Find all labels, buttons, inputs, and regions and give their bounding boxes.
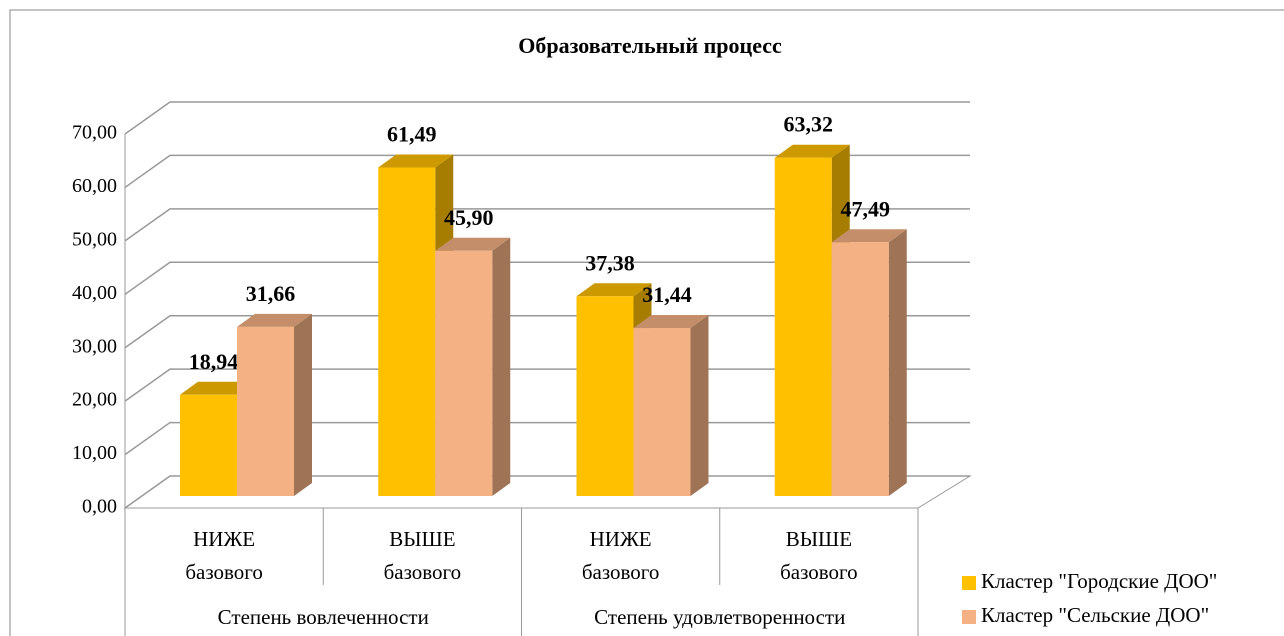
x-tick-label: НИЖЕ базового xyxy=(581,527,660,584)
y-tick-label: 70,00 xyxy=(72,122,117,144)
legend-label: Кластер "Городские ДОО" xyxy=(981,569,1217,593)
legend-swatch xyxy=(962,610,976,624)
data-label: 37,38 xyxy=(585,250,635,275)
data-label: 45,90 xyxy=(444,205,494,230)
bar-top xyxy=(774,144,850,158)
bar-top xyxy=(633,315,709,329)
bar xyxy=(378,167,436,496)
bar-side xyxy=(294,313,312,496)
legend-swatch xyxy=(962,576,976,590)
y-tick-label: 0,00 xyxy=(82,496,117,518)
grid-line xyxy=(124,154,970,189)
bar xyxy=(576,296,634,496)
chart-title: Образовательный процесс xyxy=(518,33,782,58)
bar-side xyxy=(888,229,907,497)
bar-side xyxy=(492,237,511,496)
bar-top xyxy=(237,313,312,327)
data-label: 63,32 xyxy=(784,112,834,137)
bar-side xyxy=(690,315,709,496)
y-tick-label: 40,00 xyxy=(72,282,117,304)
x-tick-label: НИЖЕ базового xyxy=(185,527,263,584)
bar-top xyxy=(831,229,907,243)
bar xyxy=(180,394,237,496)
bar xyxy=(435,250,493,496)
data-label: 47,49 xyxy=(841,196,891,221)
bar-top xyxy=(378,154,454,168)
y-tick-label: 30,00 xyxy=(72,335,117,357)
x-tick-label: ВЫШЕ базового xyxy=(383,527,462,584)
bar xyxy=(237,326,294,496)
data-label: 31,66 xyxy=(246,281,296,306)
grid-line xyxy=(124,261,970,295)
x-tick-label: ВЫШЕ базового xyxy=(780,527,858,584)
chart-border xyxy=(9,9,1284,636)
group-label: Степень удовлетворенности xyxy=(594,605,846,629)
bar-top xyxy=(576,283,652,297)
grid-line xyxy=(124,101,970,135)
y-tick-label: 50,00 xyxy=(72,228,117,250)
bar xyxy=(633,328,691,496)
legend-label: Кластер "Сельские ДОО" xyxy=(981,603,1209,627)
y-tick-label: 20,00 xyxy=(72,389,117,411)
bar xyxy=(774,157,832,496)
bar-top xyxy=(180,381,255,395)
data-label: 31,44 xyxy=(642,282,692,307)
y-tick-label: 10,00 xyxy=(72,442,117,464)
data-label: 18,94 xyxy=(189,349,239,374)
bar-top xyxy=(435,237,511,251)
y-tick-label: 60,00 xyxy=(72,175,117,197)
grid-line xyxy=(124,208,970,242)
group-label: Степень вовлеченности xyxy=(217,605,429,629)
data-label: 61,49 xyxy=(387,122,437,147)
bar xyxy=(831,242,889,496)
